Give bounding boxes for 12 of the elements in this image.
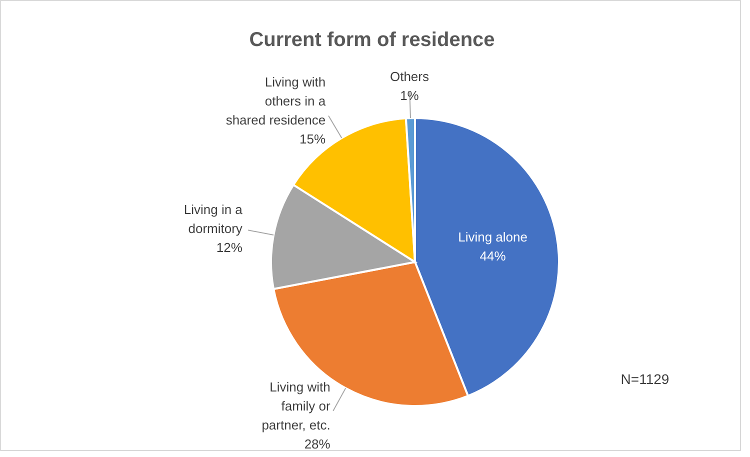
data-label: 44% xyxy=(480,248,506,264)
slice-label: Living with family or partner, etc. xyxy=(262,379,332,432)
chart-title: Current form of residence xyxy=(249,29,495,51)
data-label: 12% xyxy=(216,240,243,256)
slice-label: Living alone xyxy=(458,230,528,245)
slice-label: Living with others in a shared residence xyxy=(226,74,326,128)
data-label: 28% xyxy=(304,436,331,452)
text: N=1129 xyxy=(620,371,670,387)
data-label: 15% xyxy=(300,131,326,146)
data-label: 1% xyxy=(400,88,420,103)
slice-label: Others xyxy=(390,68,430,84)
slice-label: Living in a dormitory xyxy=(184,202,244,236)
